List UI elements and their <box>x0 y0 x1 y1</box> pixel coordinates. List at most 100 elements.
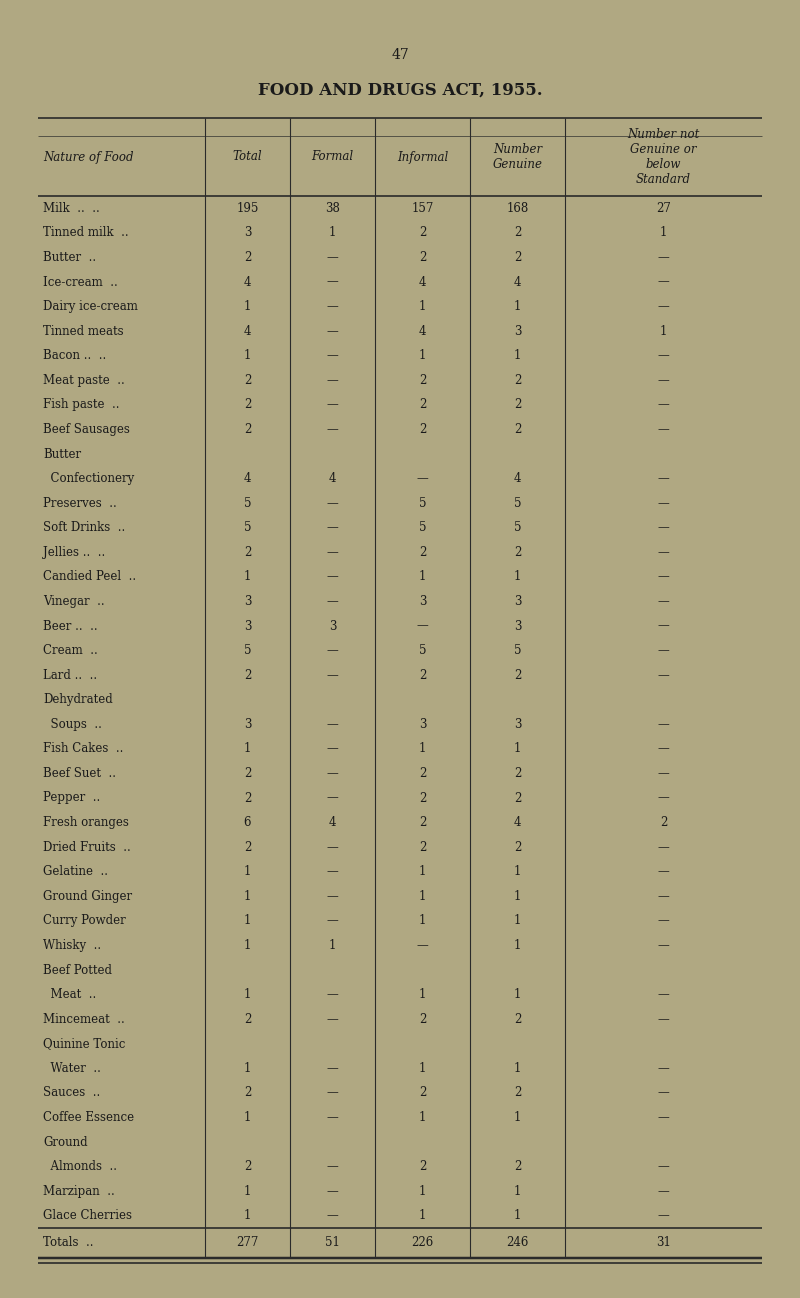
Text: —: — <box>326 251 338 263</box>
Text: 1: 1 <box>514 1185 521 1198</box>
Text: 195: 195 <box>236 201 258 214</box>
Text: Dried Fruits  ..: Dried Fruits .. <box>43 841 130 854</box>
Text: —: — <box>326 792 338 805</box>
Text: Soups  ..: Soups .. <box>43 718 102 731</box>
Text: 2: 2 <box>514 668 521 681</box>
Text: 3: 3 <box>244 594 251 607</box>
Text: 1: 1 <box>244 742 251 755</box>
Text: —: — <box>658 251 670 263</box>
Text: —: — <box>658 742 670 755</box>
Text: 2: 2 <box>419 668 426 681</box>
Text: 2: 2 <box>514 423 521 436</box>
Text: —: — <box>658 668 670 681</box>
Text: —: — <box>326 374 338 387</box>
Text: 4: 4 <box>244 324 251 337</box>
Text: —: — <box>326 644 338 657</box>
Text: 2: 2 <box>244 1160 251 1173</box>
Text: 2: 2 <box>244 841 251 854</box>
Text: 1: 1 <box>514 866 521 879</box>
Text: 3: 3 <box>514 619 522 632</box>
Text: Number not
Genuine or
below
Standard: Number not Genuine or below Standard <box>627 129 700 186</box>
Text: 2: 2 <box>244 251 251 263</box>
Text: 4: 4 <box>329 816 336 829</box>
Text: —: — <box>326 866 338 879</box>
Text: Ice-cream  ..: Ice-cream .. <box>43 275 118 288</box>
Text: —: — <box>326 668 338 681</box>
Text: Pepper  ..: Pepper .. <box>43 792 100 805</box>
Text: Totals  ..: Totals .. <box>43 1237 94 1250</box>
Text: 2: 2 <box>244 398 251 411</box>
Text: 51: 51 <box>325 1237 340 1250</box>
Text: —: — <box>658 349 670 362</box>
Text: 5: 5 <box>514 497 522 510</box>
Text: 1: 1 <box>514 1210 521 1223</box>
Text: 3: 3 <box>244 718 251 731</box>
Text: 2: 2 <box>514 792 521 805</box>
Text: 1: 1 <box>419 1210 426 1223</box>
Text: 2: 2 <box>514 767 521 780</box>
Text: —: — <box>658 594 670 607</box>
Text: 226: 226 <box>411 1237 434 1250</box>
Text: 1: 1 <box>419 570 426 583</box>
Text: 1: 1 <box>244 938 251 951</box>
Text: Confectionery: Confectionery <box>43 472 134 485</box>
Text: 4: 4 <box>514 275 522 288</box>
Text: Beef Sausages: Beef Sausages <box>43 423 130 436</box>
Text: —: — <box>658 1185 670 1198</box>
Text: 2: 2 <box>514 545 521 558</box>
Text: —: — <box>326 497 338 510</box>
Text: 2: 2 <box>244 374 251 387</box>
Text: 2: 2 <box>419 1012 426 1025</box>
Text: —: — <box>417 472 428 485</box>
Text: 1: 1 <box>419 988 426 1001</box>
Text: —: — <box>326 594 338 607</box>
Text: 1: 1 <box>514 890 521 903</box>
Text: 2: 2 <box>419 251 426 263</box>
Text: —: — <box>658 988 670 1001</box>
Text: Bacon ..  ..: Bacon .. .. <box>43 349 106 362</box>
Text: Preserves  ..: Preserves .. <box>43 497 117 510</box>
Text: 1: 1 <box>514 988 521 1001</box>
Text: Number
Genuine: Number Genuine <box>493 143 542 171</box>
Text: —: — <box>658 275 670 288</box>
Text: 1: 1 <box>514 938 521 951</box>
Text: Tinned milk  ..: Tinned milk .. <box>43 226 129 239</box>
Text: —: — <box>326 1012 338 1025</box>
Text: 1: 1 <box>514 349 521 362</box>
Text: 1: 1 <box>419 1062 426 1075</box>
Text: 2: 2 <box>514 398 521 411</box>
Text: —: — <box>326 742 338 755</box>
Text: —: — <box>658 914 670 927</box>
Text: 2: 2 <box>419 792 426 805</box>
Text: 2: 2 <box>660 816 667 829</box>
Text: —: — <box>658 792 670 805</box>
Text: —: — <box>326 841 338 854</box>
Text: 2: 2 <box>419 1086 426 1099</box>
Text: 2: 2 <box>514 226 521 239</box>
Text: Meat  ..: Meat .. <box>43 988 96 1001</box>
Text: 3: 3 <box>514 594 522 607</box>
Text: —: — <box>326 275 338 288</box>
Text: 2: 2 <box>419 398 426 411</box>
Text: 246: 246 <box>506 1237 529 1250</box>
Text: Jellies ..  ..: Jellies .. .. <box>43 545 106 558</box>
Text: —: — <box>658 522 670 535</box>
Text: 2: 2 <box>514 374 521 387</box>
Text: 5: 5 <box>418 522 426 535</box>
Text: 47: 47 <box>391 48 409 62</box>
Text: 5: 5 <box>244 497 251 510</box>
Text: 2: 2 <box>514 841 521 854</box>
Text: —: — <box>326 1111 338 1124</box>
Text: 2: 2 <box>419 423 426 436</box>
Text: Formal: Formal <box>311 151 354 164</box>
Text: Quinine Tonic: Quinine Tonic <box>43 1037 126 1050</box>
Text: Butter: Butter <box>43 448 81 461</box>
Text: 1: 1 <box>514 300 521 313</box>
Text: Almonds  ..: Almonds .. <box>43 1160 117 1173</box>
Text: Dairy ice-cream: Dairy ice-cream <box>43 300 138 313</box>
Text: —: — <box>658 300 670 313</box>
Text: 1: 1 <box>514 570 521 583</box>
Text: —: — <box>326 1062 338 1075</box>
Text: 5: 5 <box>418 497 426 510</box>
Text: —: — <box>658 1111 670 1124</box>
